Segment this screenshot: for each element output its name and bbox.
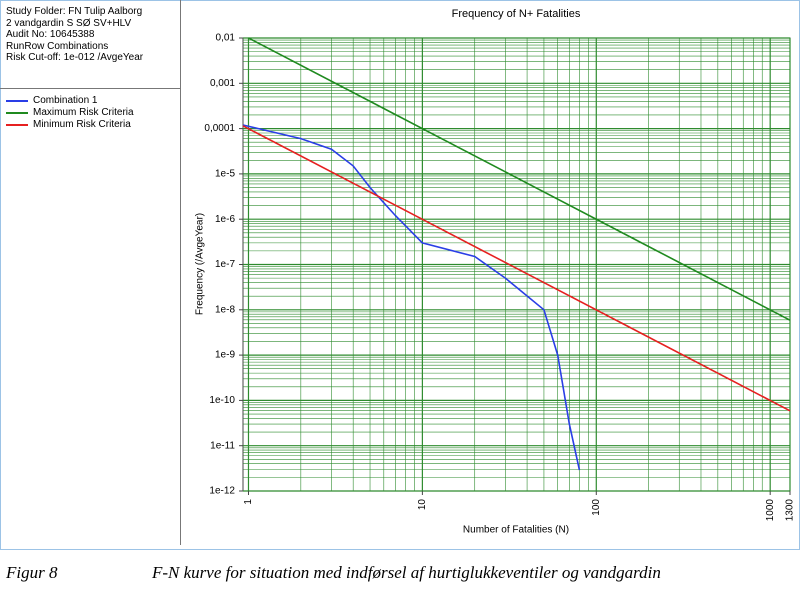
legend-item: Maximum Risk Criteria (6, 107, 134, 119)
y-tick-label: 1e-11 (210, 440, 235, 451)
info-line: 2 vandgardin S SØ SV+HLV (6, 17, 132, 29)
figure-frame (0, 0, 800, 550)
info-panel: Study Folder: FN Tulip Aalborg 2 vandgard… (6, 6, 178, 64)
y-tick-label: 1e-6 (215, 214, 235, 225)
y-tick-label: 1e-5 (215, 169, 235, 180)
info-line: Audit No: 10645388 (6, 29, 95, 40)
x-tick-label: 1 (243, 499, 254, 505)
info-line: Risk Cut-off: 1e-012 /AvgeYear (6, 52, 144, 63)
y-tick-label: 0,0001 (204, 123, 235, 134)
chart-title: Frequency of N+ Fatalities (452, 8, 581, 20)
x-tick-label: 100 (591, 499, 602, 516)
y-tick-label: 1e-12 (209, 486, 235, 497)
y-tick-label: 1e-10 (209, 395, 235, 406)
caption-text: F-N kurve for situation med indførsel af… (152, 563, 661, 582)
x-axis-label: Number of Fatalities (N) (463, 525, 569, 536)
chart: Frequency of N+ Fatalities Number of Fat… (195, 8, 796, 536)
series-line (248, 37, 791, 321)
y-tick-label: 0,001 (210, 78, 235, 89)
x-tick-label: 10 (417, 499, 428, 511)
y-tick-label: 1e-7 (215, 259, 235, 270)
y-tick-label: 0,01 (216, 33, 236, 44)
legend-swatch (6, 112, 28, 114)
x-tick-label: 1300 (785, 499, 796, 522)
legend-label: Combination 1 (33, 95, 98, 106)
legend-label: Minimum Risk Criteria (33, 119, 131, 130)
legend-swatch (6, 100, 28, 102)
y-tick-label: 1e-9 (215, 350, 235, 361)
y-tick-label: 1e-8 (215, 304, 235, 315)
separator (180, 0, 181, 545)
legend-swatch (6, 124, 28, 126)
legend-item: Combination 1 (6, 95, 134, 107)
legend: Combination 1 Maximum Risk Criteria Minimu… (6, 95, 134, 131)
x-tick-label: 1000 (765, 499, 776, 522)
series-line (242, 125, 791, 412)
caption: Figur 8 F-N kurve for situation med indfø… (6, 563, 661, 583)
caption-label: Figur 8 (6, 563, 58, 582)
separator (0, 88, 180, 89)
info-line: Study Folder: FN Tulip Aalborg (6, 6, 143, 17)
series-line (242, 124, 581, 471)
y-axis-label: Frequency (/AvgeYear) (195, 213, 206, 315)
legend-label: Maximum Risk Criteria (33, 107, 134, 118)
legend-item: Minimum Risk Criteria (6, 119, 134, 131)
info-line: RunRow Combinations (6, 40, 109, 52)
